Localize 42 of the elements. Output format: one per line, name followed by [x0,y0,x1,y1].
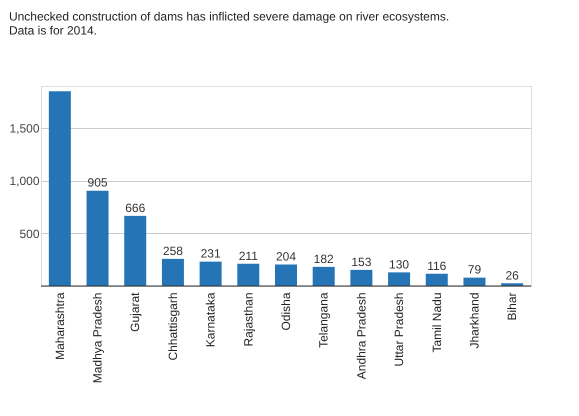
bar [237,264,260,286]
x-tick-label: Jharkhand [467,292,482,349]
y-tick-label: 1,500 [9,122,40,136]
data-label: 231 [200,246,221,261]
data-label: 79 [468,262,482,277]
bar [463,278,486,286]
bar [48,91,71,286]
x-tick-label: Karnataka [204,292,218,348]
x-tick-label: Tamil Nadu [430,292,444,353]
x-tick-label: Gujarat [128,292,142,332]
x-tick-label: Andhra Pradesh [354,292,368,380]
x-tick-label: Chhattisgarh [166,292,180,361]
y-tick-label: 500 [19,226,40,241]
data-label: 204 [276,250,296,264]
x-tick-label: Rajasthan [241,292,256,347]
x-tick-label: Maharashtra [52,292,67,360]
data-label: 153 [351,254,372,269]
x-tick-label: Madhya Pradesh [90,292,105,384]
data-label: 258 [162,244,184,258]
bar [350,270,372,286]
bar [275,264,297,286]
bar [426,274,448,286]
y-tick-label: 1,000 [9,174,40,188]
bar [388,272,410,286]
data-label: 905 [88,176,108,190]
bar [312,266,335,286]
x-tick-label: Odisha [279,292,293,331]
bar [162,258,184,286]
bar [200,262,222,286]
data-label: 130 [389,257,410,272]
data-label: 116 [427,258,447,273]
data-label: 211 [238,248,258,263]
x-tick-label: Uttar Pradesh [392,292,406,367]
data-label: 666 [125,200,146,215]
text: Data is for 2014. [8,23,98,38]
x-tick-label: Bihar [505,292,520,321]
x-tick-label: Telangana [316,292,331,348]
data-label: 26 [505,268,520,282]
text: Unchecked construction of dams has inflicted severe damage on river ecosystems. [8,9,450,24]
data-label: 182 [314,252,334,266]
bar [124,216,146,286]
bar [86,190,109,286]
